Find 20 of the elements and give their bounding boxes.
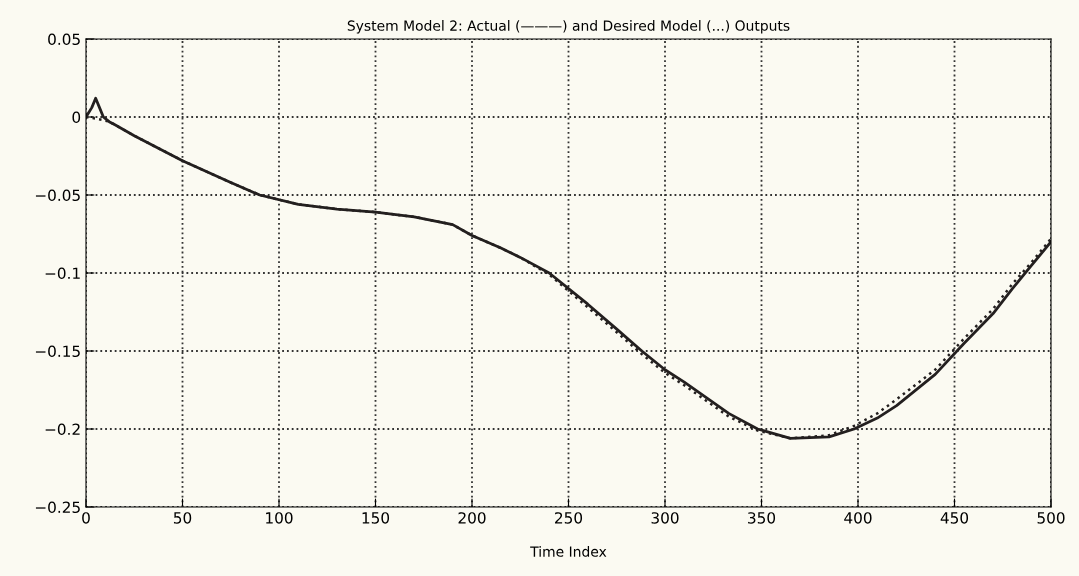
y-tick-label: −0.15	[35, 345, 80, 358]
y-tick-label: 0	[72, 111, 81, 124]
x-tick-label: 0	[82, 512, 90, 524]
x-tick-label: 450	[940, 512, 969, 524]
x-tick-label: 50	[173, 512, 192, 524]
y-tick-label: −0.05	[35, 189, 80, 202]
y-tick-label: −0.2	[45, 423, 80, 436]
x-tick-label: 100	[266, 512, 293, 524]
x-tick-label: 250	[555, 512, 583, 524]
chart-title: System Model 2: Actual (———) and Desired Model (...) Outputs	[347, 20, 790, 34]
x-axis-title: Time Index	[530, 546, 607, 557]
x-tick-label: 350	[748, 512, 776, 524]
x-tick-label: 400	[844, 512, 872, 524]
y-tick-label: 0.05	[48, 33, 80, 46]
y-tick-label: −0.25	[35, 501, 80, 514]
y-tick-label: −0.1	[45, 267, 80, 280]
x-tick-label: 150	[362, 512, 390, 524]
x-tick-label: 300	[651, 512, 679, 524]
x-tick-label: 500	[1037, 512, 1065, 524]
x-tick-label: 200	[458, 512, 486, 524]
